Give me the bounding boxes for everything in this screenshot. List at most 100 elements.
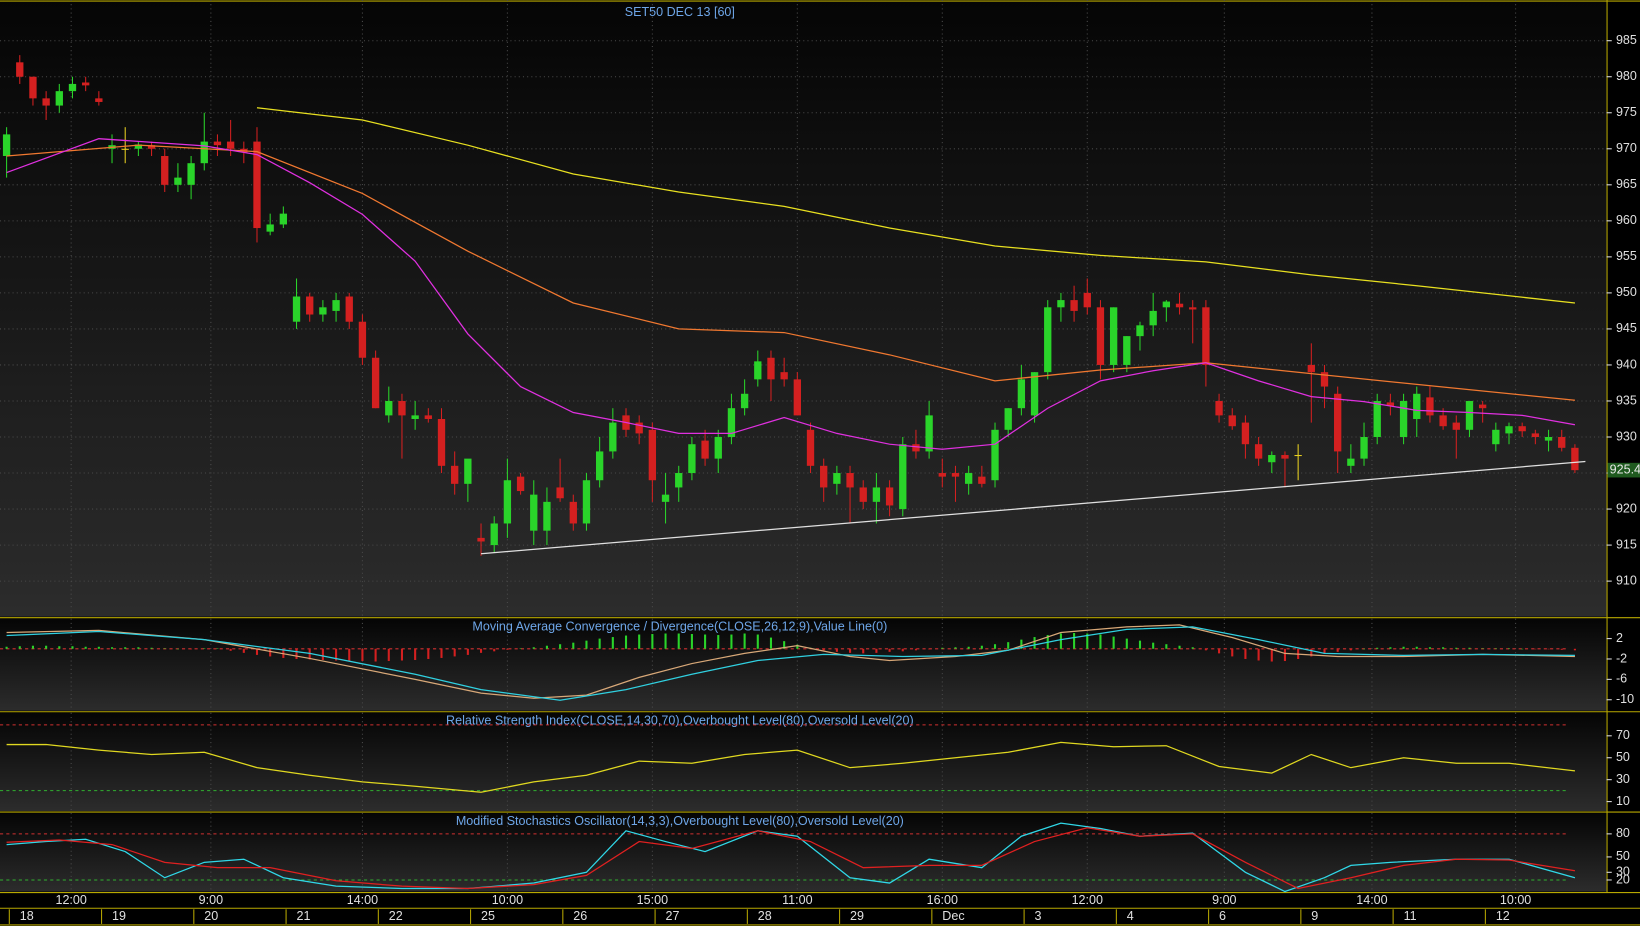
candle-body	[42, 98, 50, 106]
macd-bar	[783, 641, 786, 649]
y-tick-label: -10	[1616, 692, 1634, 706]
candle-body	[187, 163, 195, 185]
y-tick-label: 940	[1616, 357, 1637, 371]
day-label: Dec	[942, 909, 964, 923]
macd-bar	[321, 648, 324, 660]
macd-bar	[664, 633, 667, 649]
candle-body	[226, 141, 235, 149]
panel-title: Relative Strength Index(CLOSE,14,30,70),…	[446, 713, 914, 727]
candle-body	[306, 296, 314, 315]
candle-body	[1004, 408, 1012, 430]
candle-body	[1017, 379, 1026, 409]
macd-bar	[1534, 648, 1537, 650]
y-tick-label: 910	[1616, 573, 1637, 587]
candle-body	[543, 501, 551, 531]
candle-body	[846, 473, 854, 488]
macd-bar	[901, 648, 904, 652]
candle-body	[1413, 393, 1421, 419]
candle-body	[1307, 364, 1315, 373]
candle-body	[1505, 426, 1513, 434]
macd-bar	[18, 646, 21, 649]
macd-bar	[137, 647, 140, 649]
candle-body	[464, 458, 472, 484]
macd-bar	[45, 645, 48, 649]
candle-body	[648, 429, 657, 481]
candle-body	[16, 62, 24, 77]
candle-body	[1320, 372, 1329, 387]
candle-body	[1334, 393, 1342, 452]
y-tick-label: 935	[1616, 393, 1637, 407]
macd-bar	[1007, 642, 1010, 649]
macd-bar	[242, 648, 245, 653]
macd-bar	[993, 644, 997, 649]
y-tick-label: 970	[1616, 141, 1637, 155]
macd-bar	[348, 648, 351, 662]
candle-body	[595, 451, 604, 481]
candle-body	[82, 82, 90, 86]
candle-body	[1044, 307, 1052, 373]
candle-body	[1123, 336, 1131, 365]
macd-bar	[31, 645, 34, 649]
candle-body	[398, 400, 406, 416]
macd-bar	[216, 648, 219, 649]
macd-bar	[1349, 648, 1352, 651]
candle-body	[1386, 402, 1395, 407]
y-tick-label: 10	[1616, 794, 1630, 808]
macd-bar	[756, 634, 759, 649]
candle-body	[345, 296, 353, 322]
candle-body	[1241, 422, 1250, 445]
y-tick-label: -6	[1616, 672, 1627, 686]
candle-body	[266, 224, 274, 232]
macd-bar	[1323, 648, 1326, 654]
indicator-line	[6, 822, 1576, 893]
macd-bar	[862, 648, 865, 654]
macd-bar	[1165, 644, 1168, 649]
macd-bar	[651, 634, 654, 649]
macd-bar	[1178, 645, 1181, 649]
macd-bar	[1573, 648, 1576, 651]
y-tick-label: 965	[1616, 177, 1637, 191]
macd-line	[6, 626, 1575, 701]
macd-bar	[97, 646, 100, 649]
candle-body	[1531, 433, 1540, 438]
macd-bar	[84, 646, 87, 649]
candle-body	[55, 91, 63, 106]
macd-bar	[1059, 633, 1062, 649]
macd-bar	[1481, 648, 1484, 649]
macd-bar	[150, 647, 153, 649]
macd-bar	[717, 635, 720, 649]
macd-bar	[638, 634, 641, 649]
macd-bar	[1402, 646, 1405, 649]
candle-body	[1202, 307, 1210, 365]
macd-bar	[822, 648, 825, 651]
candle-body	[767, 357, 775, 380]
macd-bar	[269, 648, 272, 657]
candle-body	[516, 476, 525, 492]
candle-body	[675, 473, 683, 488]
candle-body	[490, 523, 498, 546]
candle-body	[134, 144, 143, 149]
y-tick-label: 20	[1616, 872, 1630, 886]
macd-bar	[1020, 639, 1023, 649]
x-tick-label: 10:00	[492, 893, 523, 907]
candle-body	[174, 177, 182, 185]
candle-body	[213, 141, 222, 146]
panel-title: Modified Stochastics Oscillator(14,3,3),…	[456, 814, 904, 828]
macd-line	[6, 624, 1575, 699]
candle-body	[530, 494, 538, 531]
candle-body	[1478, 404, 1487, 409]
candle-body	[1347, 458, 1355, 466]
moving-average	[256, 107, 1576, 304]
macd-bar	[1191, 647, 1194, 649]
macd-bar	[835, 648, 838, 652]
candle-body	[609, 422, 617, 452]
macd-bar	[572, 642, 575, 649]
panel-title: SET50 DEC 13 [60]	[625, 5, 735, 19]
rsi-panel	[0, 712, 1607, 812]
macd-bar	[611, 637, 614, 649]
candle-body	[872, 487, 881, 502]
macd-bar	[1560, 648, 1563, 650]
macd-bar	[1428, 647, 1431, 649]
candle-body	[740, 393, 749, 409]
candle-body	[200, 141, 208, 164]
